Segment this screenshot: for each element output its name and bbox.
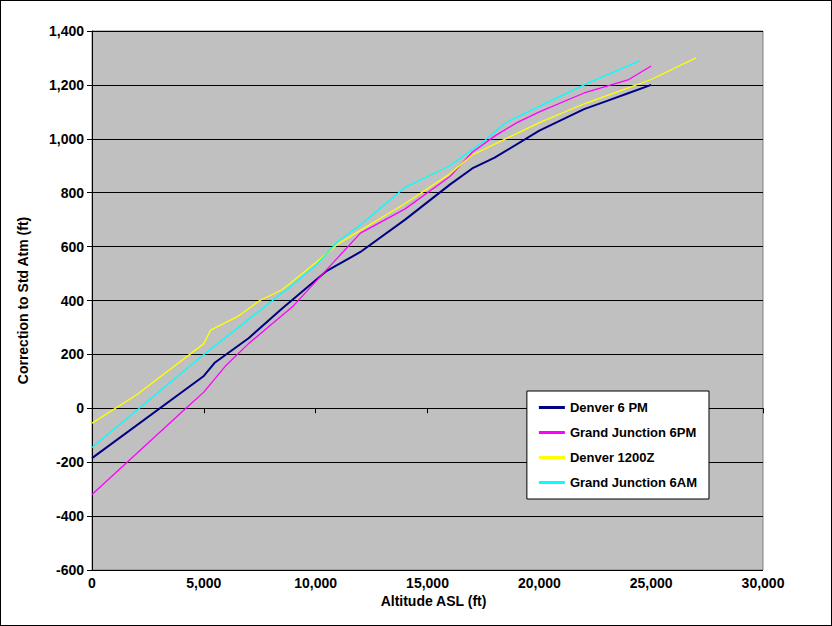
svg-text:5,000: 5,000 <box>186 575 221 591</box>
svg-text:-200: -200 <box>56 454 84 470</box>
svg-text:Denver 1200Z: Denver 1200Z <box>570 450 655 465</box>
svg-text:10,000: 10,000 <box>294 575 337 591</box>
svg-text:15,000: 15,000 <box>406 575 449 591</box>
svg-text:-600: -600 <box>56 562 84 578</box>
svg-text:-400: -400 <box>56 508 84 524</box>
svg-text:400: 400 <box>61 293 85 309</box>
svg-text:200: 200 <box>61 346 85 362</box>
svg-text:1,000: 1,000 <box>49 131 84 147</box>
svg-text:0: 0 <box>76 400 84 416</box>
svg-text:Altitude ASL (ft): Altitude ASL (ft) <box>381 593 487 609</box>
svg-text:Grand Junction 6AM: Grand Junction 6AM <box>570 475 697 490</box>
svg-text:20,000: 20,000 <box>518 575 561 591</box>
svg-text:800: 800 <box>61 185 85 201</box>
svg-text:0: 0 <box>88 575 96 591</box>
svg-text:1,200: 1,200 <box>49 77 84 93</box>
svg-text:600: 600 <box>61 239 85 255</box>
svg-text:25,000: 25,000 <box>630 575 673 591</box>
svg-text:Denver 6 PM: Denver 6 PM <box>570 400 648 415</box>
svg-text:1,400: 1,400 <box>49 23 84 39</box>
svg-text:Correction to Std Atm (ft): Correction to Std Atm (ft) <box>15 217 31 384</box>
svg-text:30,000: 30,000 <box>742 575 785 591</box>
svg-text:Grand Junction 6PM: Grand Junction 6PM <box>570 425 696 440</box>
